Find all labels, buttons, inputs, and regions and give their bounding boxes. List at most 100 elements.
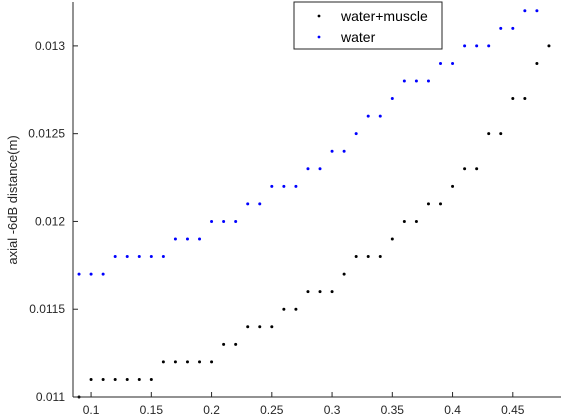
data-point <box>379 255 382 258</box>
data-point <box>499 132 502 135</box>
data-point <box>282 308 285 311</box>
data-point <box>198 238 201 241</box>
data-point <box>78 273 81 276</box>
data-point <box>102 378 105 381</box>
data-point <box>126 378 129 381</box>
data-point <box>523 9 526 12</box>
data-point <box>439 62 442 65</box>
data-point <box>282 185 285 188</box>
data-point <box>198 360 201 363</box>
y-axis-title: axial -6dB distance(m) <box>5 135 20 264</box>
data-point <box>150 255 153 258</box>
data-point <box>511 97 514 100</box>
data-point <box>270 185 273 188</box>
x-tick-label: 0.2 <box>203 403 220 417</box>
data-point <box>234 220 237 223</box>
data-point <box>403 220 406 223</box>
data-point <box>246 202 249 205</box>
data-point <box>138 378 141 381</box>
data-point <box>114 378 117 381</box>
data-point <box>475 167 478 170</box>
data-point <box>306 290 309 293</box>
data-point <box>114 255 117 258</box>
data-point <box>547 44 550 47</box>
data-point <box>210 360 213 363</box>
data-point <box>331 290 334 293</box>
data-point <box>343 150 346 153</box>
data-point <box>487 44 490 47</box>
x-tick-label: 0.3 <box>324 403 341 417</box>
data-point <box>427 202 430 205</box>
data-point <box>162 360 165 363</box>
data-point <box>331 150 334 153</box>
data-point <box>258 202 261 205</box>
data-point <box>439 202 442 205</box>
data-point <box>343 273 346 276</box>
data-point <box>427 80 430 83</box>
data-point <box>174 360 177 363</box>
data-point <box>391 97 394 100</box>
data-point <box>403 80 406 83</box>
y-tick-label: 0.0115 <box>29 302 65 316</box>
x-tick-label: 0.25 <box>260 403 284 417</box>
data-point <box>391 238 394 241</box>
data-point <box>319 290 322 293</box>
legend-marker-water <box>318 36 321 39</box>
data-point <box>186 360 189 363</box>
data-point <box>294 308 297 311</box>
x-tick-label: 0.35 <box>381 403 405 417</box>
plot-area <box>73 2 561 397</box>
legend: water+muscle water <box>294 2 442 49</box>
data-point <box>379 115 382 118</box>
data-point <box>499 27 502 30</box>
data-point <box>162 255 165 258</box>
data-point <box>355 255 358 258</box>
data-point <box>294 185 297 188</box>
legend-label-water-muscle: water+muscle <box>340 8 428 24</box>
data-point <box>451 185 454 188</box>
data-point <box>138 255 141 258</box>
y-tick-labels: 0.011 0.0115 0.012 0.0125 0.013 <box>28 39 65 404</box>
data-point <box>270 325 273 328</box>
data-point <box>306 167 309 170</box>
data-point <box>258 325 261 328</box>
y-tick-label: 0.012 <box>35 214 65 228</box>
data-point <box>222 343 225 346</box>
x-tick-label: 0.15 <box>140 403 164 417</box>
data-point <box>535 62 538 65</box>
y-tick-label: 0.011 <box>36 390 65 404</box>
data-point <box>523 97 526 100</box>
data-point <box>463 167 466 170</box>
data-point <box>102 273 105 276</box>
data-point <box>475 44 478 47</box>
data-point <box>246 325 249 328</box>
data-point <box>367 115 370 118</box>
data-point <box>535 9 538 12</box>
x-tick-label: 0.45 <box>501 403 525 417</box>
data-point <box>511 27 514 30</box>
data-point <box>150 378 153 381</box>
data-point <box>355 132 358 135</box>
data-point <box>90 273 93 276</box>
data-point <box>415 80 418 83</box>
legend-label-water: water <box>340 29 376 45</box>
data-point <box>487 132 490 135</box>
data-point <box>186 238 189 241</box>
data-point <box>234 343 237 346</box>
data-point <box>174 238 177 241</box>
data-point <box>90 378 93 381</box>
data-point <box>463 44 466 47</box>
data-point <box>126 255 129 258</box>
data-point <box>222 220 225 223</box>
data-point <box>319 167 322 170</box>
data-point <box>415 220 418 223</box>
x-tick-label: 0.1 <box>83 403 100 417</box>
legend-marker-water-muscle <box>318 15 321 18</box>
x-tick-labels: 0.1 0.15 0.2 0.25 0.3 0.35 0.4 0.45 <box>83 403 525 417</box>
y-tick-label: 0.0125 <box>28 127 65 141</box>
y-tick-label: 0.013 <box>35 39 65 53</box>
data-point <box>210 220 213 223</box>
data-point <box>367 255 370 258</box>
x-tick-label: 0.4 <box>444 403 461 417</box>
